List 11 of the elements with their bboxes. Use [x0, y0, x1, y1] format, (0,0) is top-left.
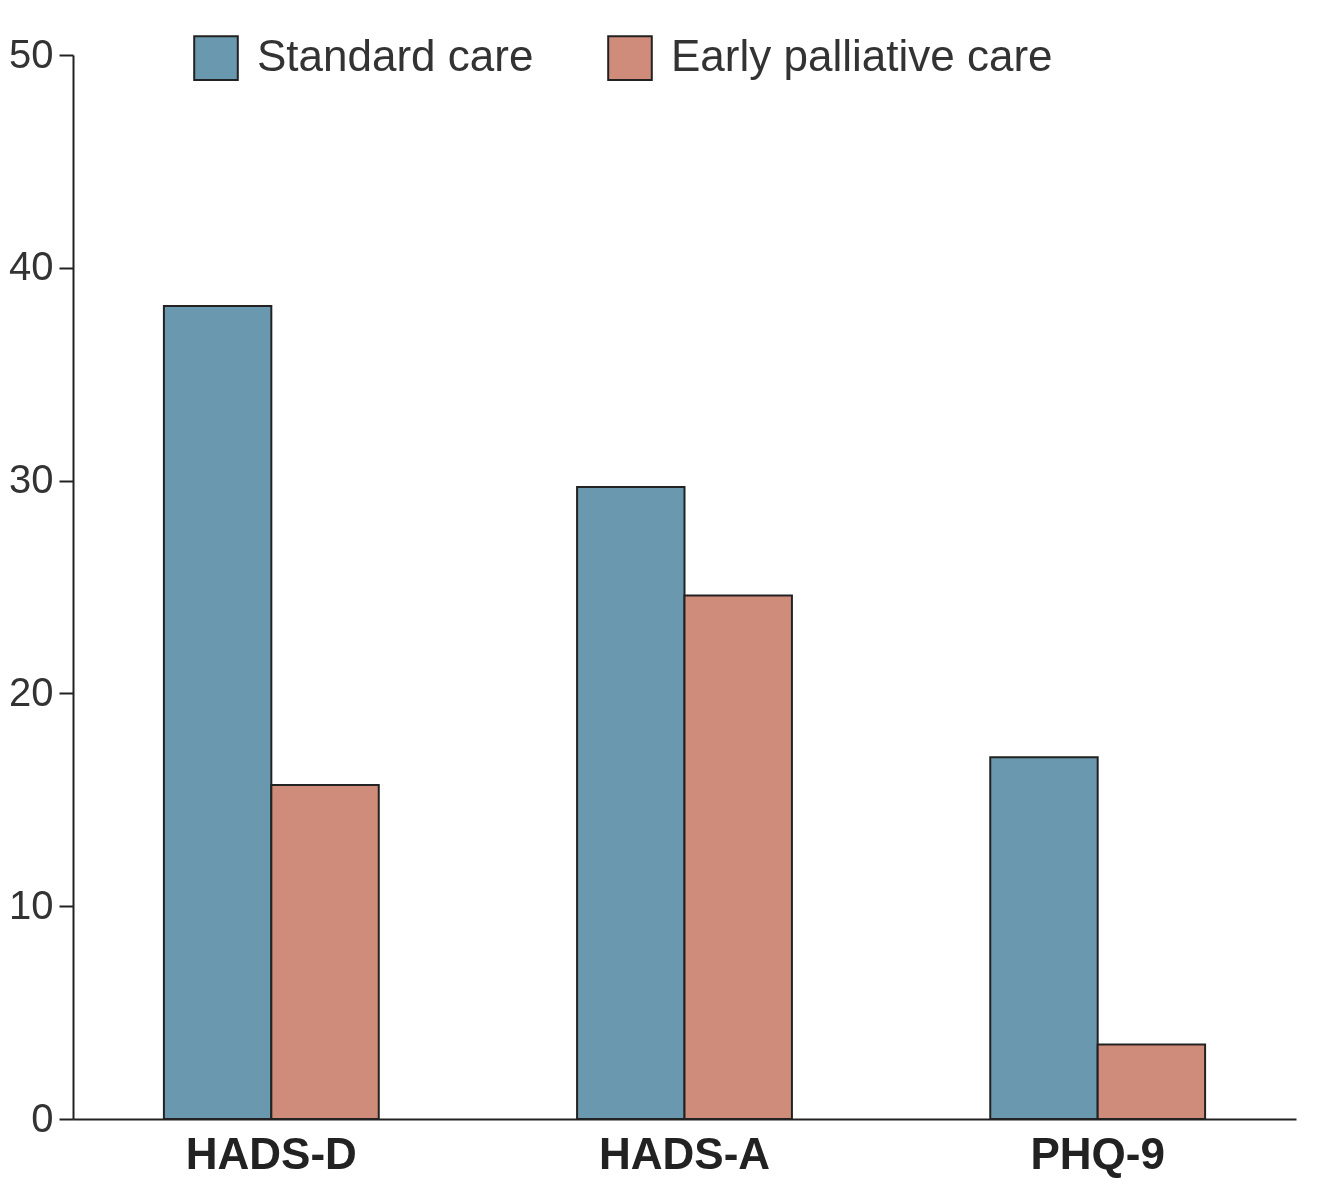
- y-tick-label: 50: [9, 31, 54, 76]
- y-tick-label: 10: [9, 882, 54, 927]
- y-tick-label: 40: [9, 244, 54, 289]
- x-tick-label: PHQ-9: [1030, 1128, 1165, 1178]
- x-tick-label: HADS-A: [598, 1128, 771, 1178]
- x-tick-label: HADS-D: [185, 1128, 357, 1178]
- y-tick-label: 0: [31, 1095, 54, 1140]
- legend-label: Standard care: [257, 31, 534, 81]
- legend-label: Early palliative care: [671, 31, 1053, 81]
- y-tick-label: 30: [9, 457, 54, 502]
- y-tick-label: 20: [9, 669, 54, 714]
